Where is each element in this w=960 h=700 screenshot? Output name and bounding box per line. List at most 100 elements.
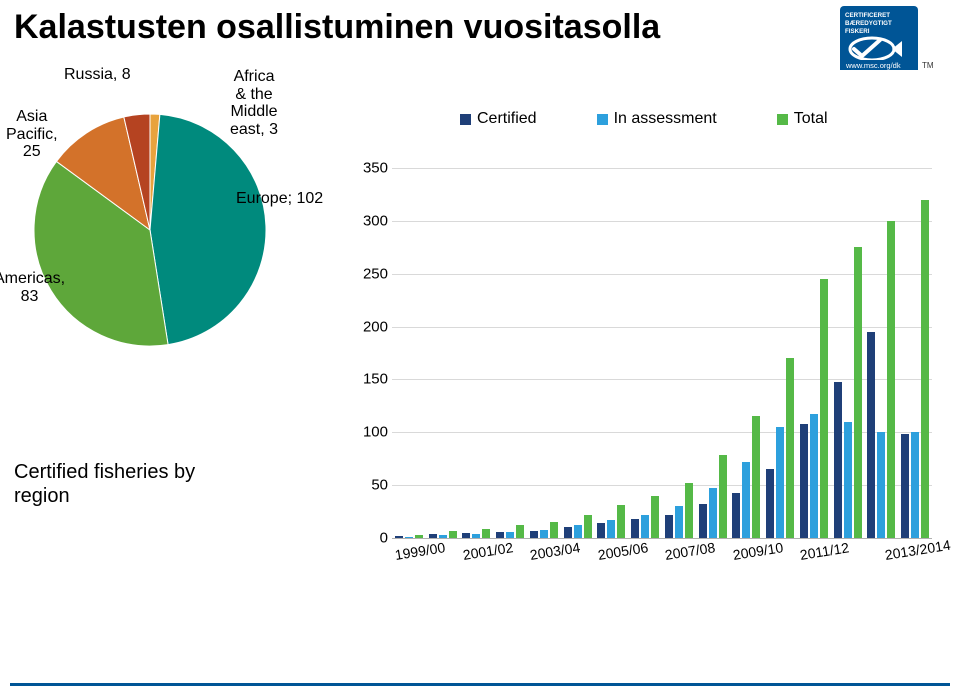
legend-label-total: Total xyxy=(794,110,828,128)
bar xyxy=(699,504,707,538)
pie-slice-label: Europe; 102 xyxy=(236,190,323,208)
bar xyxy=(516,525,524,538)
bar xyxy=(496,532,504,538)
bar xyxy=(405,537,413,538)
legend-label-certified: Certified xyxy=(477,110,537,128)
y-tick-label: 350 xyxy=(356,160,388,177)
bar-group xyxy=(461,529,491,539)
x-tick-label: 2003/04 xyxy=(529,539,581,563)
svg-text:FISKERI: FISKERI xyxy=(845,28,870,35)
bar xyxy=(415,535,423,538)
pie-slice xyxy=(150,114,266,344)
bar xyxy=(641,515,649,538)
bar xyxy=(506,532,514,538)
x-tick-label: 2001/02 xyxy=(462,539,514,563)
gridline xyxy=(392,168,932,169)
bar xyxy=(800,424,808,538)
svg-text:CERTIFICERET: CERTIFICERET xyxy=(845,12,890,19)
bar xyxy=(651,496,659,538)
x-tick-label: 2007/08 xyxy=(664,539,716,563)
bar-group xyxy=(698,455,728,539)
bar-legend: Certified In assessment Total xyxy=(460,110,940,128)
bar xyxy=(719,455,727,539)
bar xyxy=(482,529,490,539)
bar xyxy=(540,530,548,538)
y-tick-label: 200 xyxy=(356,318,388,335)
y-tick-label: 50 xyxy=(356,477,388,494)
bar xyxy=(742,462,750,538)
bar-group xyxy=(596,505,626,538)
bar xyxy=(766,469,774,538)
x-tick-label: 1999/00 xyxy=(394,539,446,563)
bar xyxy=(597,523,605,538)
bar xyxy=(665,515,673,538)
bar xyxy=(752,416,760,538)
bar xyxy=(887,221,895,538)
pie-slice-label: Russia, 8 xyxy=(64,66,131,84)
swatch-certified xyxy=(460,114,471,125)
bar xyxy=(810,414,818,538)
bar-group xyxy=(664,483,694,538)
msc-logo: CERTIFICERET BÆREDYGTIGT FISKERI www.msc… xyxy=(840,6,950,70)
bar xyxy=(820,279,828,538)
legend-assessment: In assessment xyxy=(597,110,717,128)
bottom-rule xyxy=(10,683,950,686)
bar xyxy=(550,522,558,538)
bar xyxy=(631,519,639,538)
bar xyxy=(449,531,457,538)
svg-text:www.msc.org/dk: www.msc.org/dk xyxy=(845,61,901,70)
bar-group xyxy=(731,416,761,538)
bar-group xyxy=(563,515,593,538)
bar xyxy=(854,247,862,538)
bar xyxy=(911,432,919,538)
bar xyxy=(732,493,740,538)
bar-group xyxy=(428,531,458,538)
bar-group xyxy=(799,279,829,538)
bar xyxy=(834,382,842,538)
y-tick-label: 150 xyxy=(356,371,388,388)
bar xyxy=(844,422,852,538)
pie-slice-label: Americas, 83 xyxy=(0,270,65,305)
bar xyxy=(584,515,592,538)
bar xyxy=(867,332,875,538)
bar xyxy=(564,527,572,538)
pie-slice-label: Asia Pacific, 25 xyxy=(6,108,58,161)
y-tick-label: 0 xyxy=(356,530,388,547)
bar-group xyxy=(394,535,424,538)
pie-chart: Europe; 102 Americas, 83 Asia Pacific, 25 R… xyxy=(0,60,330,390)
bar xyxy=(786,358,794,538)
y-tick-label: 250 xyxy=(356,265,388,282)
bar-group xyxy=(495,525,525,538)
svg-text:BÆREDYGTIGT: BÆREDYGTIGT xyxy=(845,20,892,27)
bar xyxy=(530,531,538,538)
bar xyxy=(776,427,784,538)
bar xyxy=(439,535,447,538)
bar-group xyxy=(866,221,896,538)
x-tick-label: 2011/12 xyxy=(799,539,850,563)
y-tick-label: 100 xyxy=(356,424,388,441)
x-tick-label: 2005/06 xyxy=(597,539,649,563)
y-tick-label: 300 xyxy=(356,212,388,229)
legend-certified: Certified xyxy=(460,110,537,128)
svg-text:TM: TM xyxy=(922,61,934,70)
pie-slice-label: Africa & the Middle east, 3 xyxy=(230,68,278,138)
legend-total: Total xyxy=(777,110,828,128)
bar xyxy=(574,525,582,538)
bar xyxy=(877,432,885,538)
x-labels: 1999/002001/022003/042005/062007/082009/… xyxy=(392,545,932,585)
gridline xyxy=(392,221,932,222)
bar xyxy=(685,483,693,538)
bar xyxy=(429,534,437,538)
bar-group xyxy=(900,200,930,538)
bar-group xyxy=(765,358,795,538)
bar xyxy=(675,506,683,538)
bar xyxy=(607,520,615,538)
bar-group xyxy=(833,247,863,538)
x-tick-label: 2009/10 xyxy=(732,539,784,563)
bar xyxy=(901,434,909,538)
bar xyxy=(472,534,480,538)
certified-fisheries-label: Certified fisheries by region xyxy=(14,460,224,508)
page-title: Kalastusten osallistuminen vuositasolla xyxy=(14,8,660,47)
bar xyxy=(617,505,625,538)
bar xyxy=(462,533,470,538)
